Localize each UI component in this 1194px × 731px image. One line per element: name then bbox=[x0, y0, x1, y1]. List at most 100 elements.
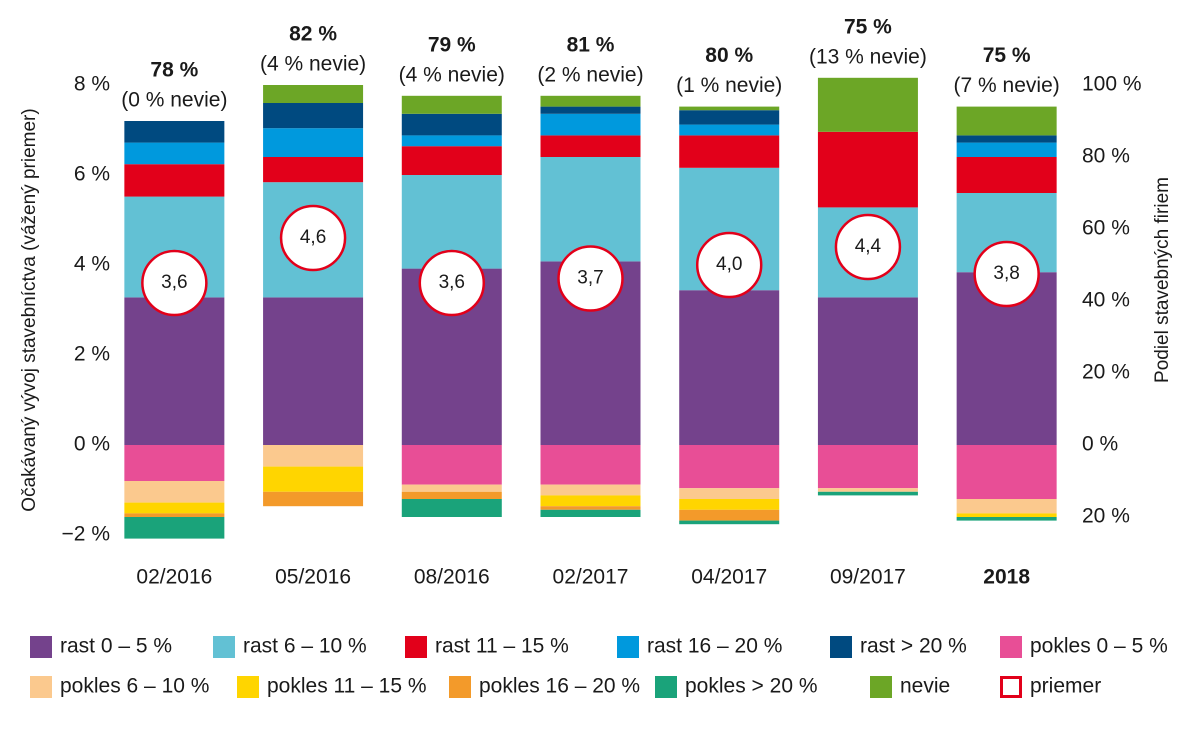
legend-label: rast 16 – 20 % bbox=[647, 635, 782, 658]
bar-segment bbox=[679, 290, 780, 445]
legend-swatch bbox=[655, 676, 677, 698]
bar-summary: 80 % bbox=[705, 44, 753, 67]
bar-summary-sub: (4 % nevie) bbox=[260, 53, 366, 76]
legend-label: pokles > 20 % bbox=[685, 675, 818, 698]
y2-tick-label: 20 % bbox=[1082, 505, 1130, 528]
bar-segment bbox=[124, 297, 225, 445]
bar-segment bbox=[679, 509, 780, 521]
bar-summary-sub: (7 % nevie) bbox=[954, 74, 1060, 97]
bar-segment bbox=[263, 491, 364, 507]
legend-swatch bbox=[830, 636, 852, 658]
bar-summary: 75 % bbox=[983, 44, 1031, 67]
bar-summary: 82 % bbox=[289, 23, 337, 46]
bar-segment bbox=[817, 445, 918, 489]
bar-segment bbox=[263, 128, 364, 157]
bar-segment bbox=[124, 164, 225, 197]
x-tick-label: 08/2016 bbox=[414, 566, 490, 589]
bar-segment bbox=[956, 157, 1057, 193]
y-tick-label: 4 % bbox=[74, 253, 110, 276]
legend-swatch bbox=[237, 676, 259, 698]
bar-segment bbox=[956, 445, 1057, 499]
average-label: 3,6 bbox=[161, 272, 187, 293]
bar-summary-sub: (0 % nevie) bbox=[121, 89, 227, 112]
bar-segment bbox=[956, 135, 1057, 143]
bar-segment bbox=[679, 488, 780, 499]
bar-segment bbox=[956, 106, 1057, 136]
bar-segment bbox=[263, 85, 364, 103]
legend-swatch bbox=[30, 636, 52, 658]
bar-segment bbox=[124, 517, 225, 539]
y-tick-label: 0 % bbox=[74, 433, 110, 456]
average-label: 4,6 bbox=[300, 227, 326, 248]
bar-segment bbox=[540, 509, 641, 517]
legend-swatch bbox=[1000, 636, 1022, 658]
x-tick-label: 02/2016 bbox=[136, 566, 212, 589]
y2-tick-label: 60 % bbox=[1082, 217, 1130, 240]
average-marker bbox=[695, 231, 763, 299]
bar-segment bbox=[124, 445, 225, 481]
bar-segment bbox=[540, 106, 641, 114]
bar-segment bbox=[401, 484, 502, 492]
bar-summary-sub: (13 % nevie) bbox=[809, 45, 927, 68]
x-tick-label: 02/2017 bbox=[553, 566, 629, 589]
y-tick-label: 2 % bbox=[74, 343, 110, 366]
bar-segment bbox=[540, 445, 641, 485]
average-marker bbox=[279, 204, 347, 272]
legend-label: rast 11 – 15 % bbox=[435, 635, 569, 658]
average-marker bbox=[418, 249, 486, 317]
legend-label: nevie bbox=[900, 675, 950, 698]
average-marker bbox=[973, 240, 1040, 308]
legend-label: pokles 16 – 20 % bbox=[479, 675, 640, 698]
bar-segment bbox=[263, 157, 364, 183]
x-tick-label: 09/2017 bbox=[830, 566, 906, 589]
bar-segment bbox=[817, 297, 918, 445]
bar-segment bbox=[540, 135, 641, 157]
bar-segment bbox=[540, 95, 641, 107]
bar-segment bbox=[401, 113, 502, 136]
bar-segment bbox=[679, 499, 780, 510]
bar-segment bbox=[679, 124, 780, 136]
bar-segment bbox=[263, 103, 364, 129]
y-tick-label: 6 % bbox=[74, 163, 110, 186]
legend-swatch bbox=[870, 676, 892, 698]
legend-swatch bbox=[449, 676, 471, 698]
bar-summary-sub: (4 % nevie) bbox=[399, 63, 505, 86]
bar-segment bbox=[401, 135, 502, 147]
bar-segment bbox=[956, 142, 1057, 157]
average-label: 4,0 bbox=[716, 254, 742, 275]
bar-segment bbox=[679, 106, 780, 111]
legend-label: rast > 20 % bbox=[860, 635, 967, 658]
y2-tick-label: 100 % bbox=[1082, 73, 1142, 96]
bar-segment bbox=[401, 146, 502, 175]
average-label: 3,8 bbox=[993, 263, 1019, 284]
average-marker bbox=[141, 249, 208, 317]
bar-segment bbox=[401, 491, 502, 499]
bar-segment bbox=[540, 495, 641, 507]
bar-summary: 79 % bbox=[428, 33, 476, 56]
bar-segment bbox=[401, 445, 502, 485]
bar-segment bbox=[401, 95, 502, 114]
bar-segment bbox=[956, 517, 1057, 521]
bar-segment bbox=[679, 135, 780, 168]
y-tick-label: −2 % bbox=[62, 523, 110, 546]
legend-swatch bbox=[1000, 676, 1022, 698]
bar-segment bbox=[817, 491, 918, 496]
y2-tick-label: 0 % bbox=[1082, 433, 1118, 456]
legend-swatch bbox=[213, 636, 235, 658]
legend-label: pokles 6 – 10 % bbox=[60, 675, 209, 698]
legend-label: rast 6 – 10 % bbox=[243, 635, 367, 658]
bar-segment bbox=[124, 502, 225, 514]
bar-segment bbox=[124, 121, 225, 143]
y2-axis-label: Podiel stavebných firiem bbox=[1152, 177, 1173, 383]
legend-label: rast 0 – 5 % bbox=[60, 635, 172, 658]
y2-tick-label: 80 % bbox=[1082, 145, 1130, 168]
x-tick-label: 2018 bbox=[983, 566, 1030, 589]
bar-summary: 81 % bbox=[567, 33, 615, 56]
legend-label: pokles 11 – 15 % bbox=[267, 675, 427, 698]
y-axis-label: Očakávaný vývoj stavebníctva (vážený pri… bbox=[19, 108, 40, 511]
bar-segment bbox=[263, 445, 364, 467]
bar-segment bbox=[263, 297, 364, 445]
bar-segment bbox=[540, 506, 641, 510]
